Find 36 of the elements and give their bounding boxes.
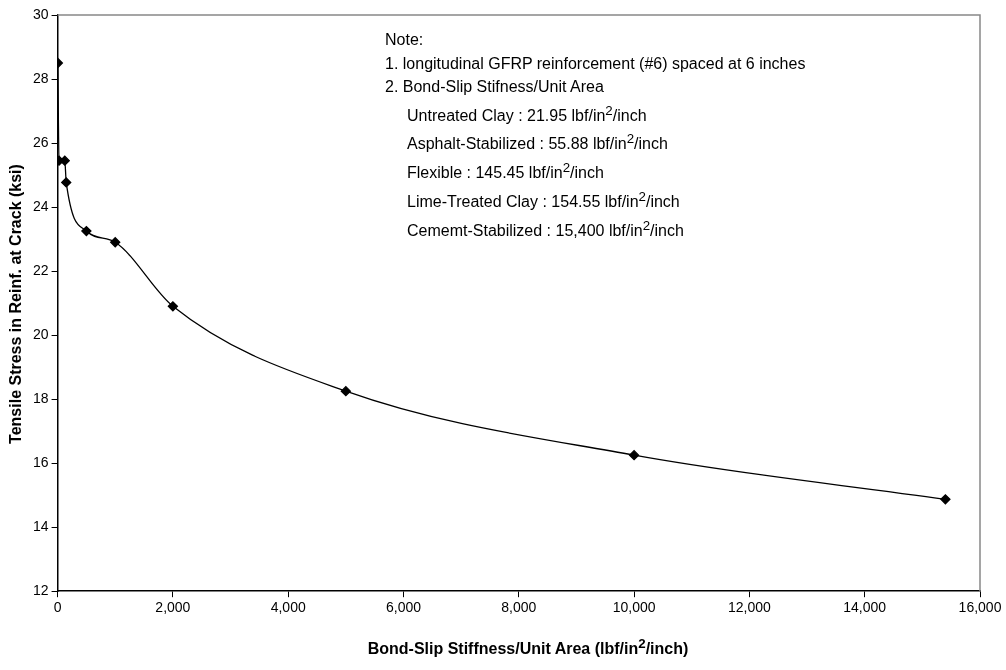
x-tick-label: 6,000	[385, 599, 422, 616]
y-tick-label: 28	[32, 69, 49, 86]
x-tick-label: 16,000	[958, 599, 1002, 616]
annotation: Untreated Clay : 21.95 lbf/in$^{2}$/inch	[406, 101, 648, 126]
y-tick-label: 20	[32, 325, 49, 342]
point	[340, 385, 351, 397]
x-axis-title: Bond-Slip Stiffness/Unit Area (lbf/in$^{2}$/inch)	[366, 636, 690, 659]
x-tick-label: 14,000	[843, 599, 887, 616]
point	[167, 301, 179, 312]
x-tick-label: 2,000	[155, 599, 191, 616]
annotation: 2. Bond-Slip Stifness/Unit Area	[385, 77, 605, 97]
y-tick-label: 12	[32, 582, 49, 599]
annotation: 1. longitudinal GFRP reinforcement (#6) spaced at 6 inches	[385, 53, 806, 74]
y-tick-label: 14	[32, 518, 49, 535]
annotation: Note:	[385, 30, 425, 50]
x-tick-label: 8,000	[501, 599, 537, 616]
y-tick-label: 26	[32, 133, 49, 150]
annotation: Cememt-Stabilized : 15,400 lbf/in$^{2}$/inch	[406, 216, 685, 242]
annotation: Flexible : 145.45 lbf/in$^{2}$/inch	[406, 159, 605, 184]
x-tick-label: 12,000	[727, 599, 772, 616]
point	[61, 177, 72, 188]
point	[110, 237, 121, 248]
y-tick-label: 18	[32, 389, 49, 406]
x-tick-label: 0	[53, 599, 62, 616]
point	[940, 494, 951, 505]
annotation: Lime-Treated Clay : 154.55 lbf/in$^{2}$/inch	[406, 188, 681, 213]
point	[628, 450, 640, 461]
x-tick-label: 10,000	[612, 599, 656, 616]
annotation: Asphalt-Stabilized : 55.88 lbf/in$^{2}$/inch	[406, 130, 669, 155]
y-tick-label: 16	[32, 454, 49, 471]
y-tick-label: 22	[32, 261, 49, 278]
y-tick-label: 24	[32, 197, 49, 214]
x-tick-label: 4,000	[270, 599, 306, 616]
y-tick-label: 30	[32, 5, 49, 22]
point	[81, 225, 92, 237]
y-axis-title: Tensile Stress in Reinf. at Crack (ksi)	[7, 164, 25, 444]
